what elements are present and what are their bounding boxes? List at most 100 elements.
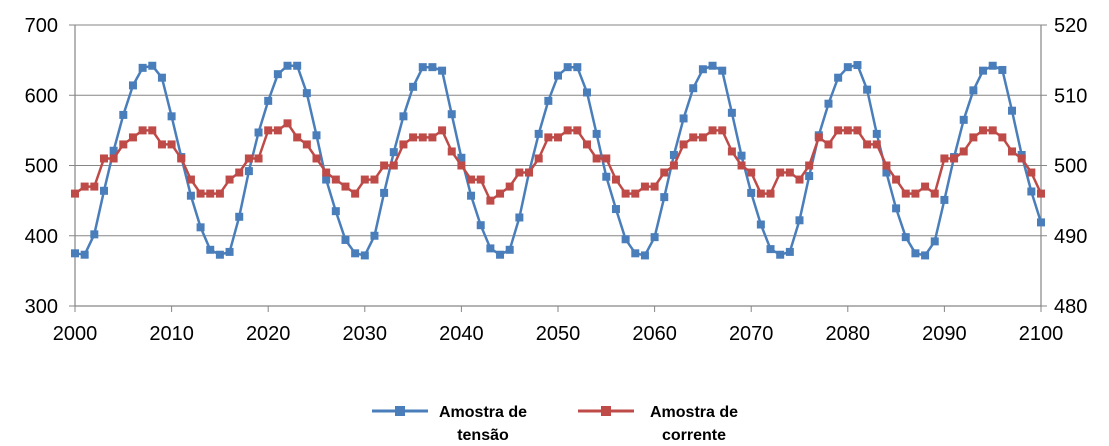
data-point-corrente: [747, 168, 756, 177]
data-point-corrente: [370, 175, 379, 184]
data-point-tensao: [215, 250, 224, 259]
data-point-corrente: [979, 126, 988, 135]
data-point-tensao: [486, 244, 495, 253]
data-point-corrente: [157, 140, 166, 149]
x-tick-label: 2030: [343, 323, 388, 345]
data-point-tensao: [843, 63, 852, 72]
data-point-corrente: [766, 189, 775, 198]
data-point-tensao: [264, 96, 273, 105]
data-point-corrente: [882, 161, 891, 170]
data-point-tensao: [196, 223, 205, 232]
data-point-tensao: [698, 65, 707, 74]
data-point-tensao: [602, 172, 611, 181]
x-tick-label: 2010: [149, 323, 194, 345]
legend-label-tensao-line1: Amostra de: [439, 404, 527, 421]
series-corrente: [71, 119, 1045, 205]
data-point-corrente: [293, 133, 302, 142]
data-point-corrente: [718, 126, 727, 135]
data-point-corrente: [795, 175, 804, 184]
data-point-corrente: [235, 168, 244, 177]
data-point-tensao: [669, 150, 678, 159]
data-point-corrente: [544, 133, 553, 142]
data-point-tensao: [138, 63, 147, 72]
data-point-corrente: [80, 182, 89, 191]
data-point-tensao: [795, 216, 804, 225]
data-point-corrente: [824, 140, 833, 149]
data-point-tensao: [573, 63, 582, 72]
data-point-corrente: [901, 189, 910, 198]
data-point-tensao: [563, 63, 572, 72]
legend-label-corrente-line1: Amostra de: [650, 404, 738, 421]
data-point-corrente: [360, 175, 369, 184]
data-point-tensao: [235, 212, 244, 221]
data-point-tensao: [273, 70, 282, 79]
data-point-tensao: [331, 207, 340, 216]
data-point-corrente: [785, 168, 794, 177]
data-point-corrente: [331, 175, 340, 184]
x-axis-labels: 2000 2010 2020 2030 2040 2050 2060 2070 2080 2090…: [53, 323, 1064, 345]
data-point-corrente: [138, 126, 147, 135]
data-point-corrente: [283, 119, 292, 128]
data-point-corrente: [428, 133, 437, 142]
data-point-tensao: [660, 193, 669, 202]
data-point-tensao: [71, 249, 79, 258]
data-point-tensao: [428, 63, 437, 72]
data-point-corrente: [679, 140, 688, 149]
y-right-tick-label: 520: [1054, 15, 1087, 37]
data-point-corrente: [554, 133, 562, 142]
y-right-tick-label: 500: [1054, 156, 1087, 178]
data-point-tensao: [582, 88, 591, 97]
data-point-corrente: [71, 189, 79, 198]
data-point-tensao: [911, 249, 920, 258]
data-point-corrente: [515, 168, 524, 177]
y-left-tick-label: 500: [25, 156, 58, 178]
data-point-tensao: [921, 251, 930, 260]
data-point-tensao: [766, 245, 775, 254]
data-point-corrente: [476, 175, 485, 184]
data-point-tensao: [128, 81, 137, 90]
data-point-corrente: [244, 154, 253, 163]
data-point-tensao: [940, 195, 949, 204]
data-point-tensao: [254, 128, 263, 137]
x-tick-label: 2080: [826, 323, 871, 345]
data-point-corrente: [254, 154, 263, 163]
data-point-tensao: [119, 110, 128, 119]
data-point-corrente: [322, 168, 331, 177]
data-point-tensao: [467, 191, 476, 200]
data-point-corrente: [727, 147, 736, 156]
data-point-corrente: [582, 140, 591, 149]
data-point-tensao: [505, 245, 514, 254]
legend-label-corrente-line2: corrente: [662, 427, 726, 444]
data-point-tensao: [959, 115, 968, 124]
data-point-corrente: [119, 140, 128, 149]
data-point-tensao: [418, 63, 427, 72]
data-point-corrente: [380, 161, 389, 170]
data-point-tensao: [206, 245, 215, 254]
data-point-corrente: [418, 133, 427, 142]
data-point-tensao: [640, 251, 649, 260]
data-point-tensao: [998, 65, 1007, 74]
data-point-corrente: [264, 126, 273, 135]
data-point-corrente: [196, 189, 205, 198]
x-tick-label: 2000: [53, 323, 98, 345]
data-point-tensao: [863, 85, 872, 94]
data-point-tensao: [785, 247, 794, 256]
data-point-corrente: [698, 133, 707, 142]
data-point-corrente: [90, 182, 99, 191]
data-point-tensao: [756, 220, 765, 229]
data-point-tensao: [737, 151, 746, 160]
data-point-tensao: [930, 237, 939, 246]
data-point-tensao: [988, 61, 997, 70]
data-point-tensao: [438, 66, 447, 75]
data-point-corrente: [128, 133, 137, 142]
data-point-corrente: [892, 175, 901, 184]
data-point-corrente: [592, 154, 601, 163]
data-point-tensao: [969, 86, 978, 95]
data-point-corrente: [534, 154, 543, 163]
data-point-tensao: [457, 153, 466, 162]
data-point-corrente: [563, 126, 572, 135]
y-left-tick-label: 400: [25, 226, 58, 248]
data-point-corrente: [911, 189, 920, 198]
data-point-corrente: [756, 189, 765, 198]
